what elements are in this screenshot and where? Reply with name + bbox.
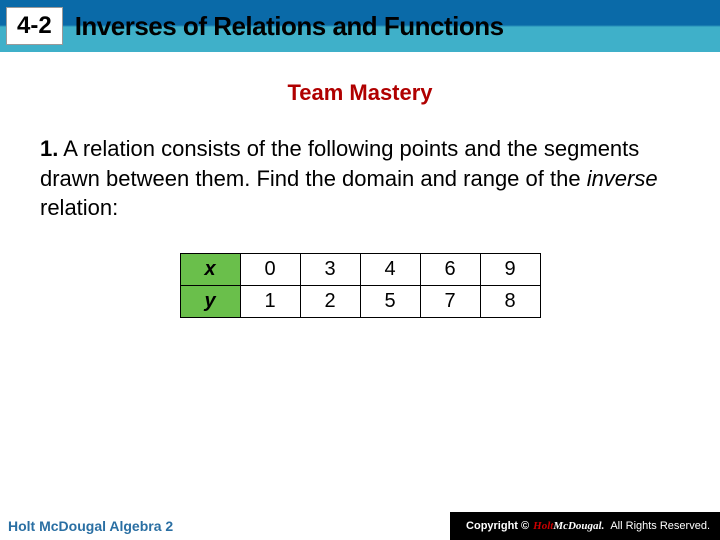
problem-text: 1. A relation consists of the following … bbox=[40, 134, 680, 223]
section-number-box: 4-2 bbox=[6, 7, 63, 45]
table-cell: 2 bbox=[300, 286, 360, 318]
problem-italic: inverse bbox=[587, 166, 658, 191]
rights-reserved: All Rights Reserved. bbox=[610, 520, 710, 532]
table-cell: 4 bbox=[360, 254, 420, 286]
subtitle: Team Mastery bbox=[0, 80, 720, 106]
footer-copyright-bar: Copyright © Holt McDougal. All Rights Re… bbox=[450, 512, 720, 540]
table-cell: 3 bbox=[300, 254, 360, 286]
brand-holt: Holt bbox=[533, 520, 553, 532]
table-cell: 1 bbox=[240, 286, 300, 318]
lesson-title: Inverses of Relations and Functions bbox=[75, 11, 504, 42]
points-table: x 0 3 4 6 9 y 1 2 5 7 8 bbox=[180, 253, 541, 318]
table-cell: 9 bbox=[480, 254, 540, 286]
table-cell: 5 bbox=[360, 286, 420, 318]
table-cell: 0 bbox=[240, 254, 300, 286]
problem-body-before: A relation consists of the following poi… bbox=[40, 136, 639, 191]
section-number: 4-2 bbox=[17, 12, 52, 39]
problem-number: 1. bbox=[40, 136, 58, 161]
table-row: y 1 2 5 7 8 bbox=[180, 286, 540, 318]
points-table-container: x 0 3 4 6 9 y 1 2 5 7 8 bbox=[0, 253, 720, 318]
row-header-y: y bbox=[180, 286, 240, 318]
table-row: x 0 3 4 6 9 bbox=[180, 254, 540, 286]
brand-mcdougal: McDougal. bbox=[553, 520, 604, 532]
table-cell: 6 bbox=[420, 254, 480, 286]
lesson-header-bar: 4-2 Inverses of Relations and Functions bbox=[0, 0, 720, 52]
table-cell: 7 bbox=[420, 286, 480, 318]
footer-book-title: Holt McDougal Algebra 2 bbox=[8, 518, 173, 534]
row-header-x: x bbox=[180, 254, 240, 286]
problem-body-after: relation: bbox=[40, 195, 118, 220]
table-cell: 8 bbox=[480, 286, 540, 318]
page-footer: Holt McDougal Algebra 2 Copyright © Holt… bbox=[0, 512, 720, 540]
copyright-label: Copyright © bbox=[466, 520, 529, 532]
